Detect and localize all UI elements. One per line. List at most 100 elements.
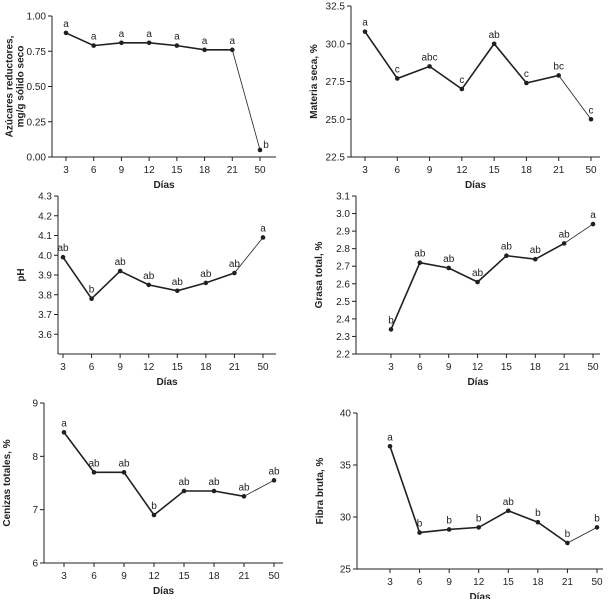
x-tick-label: 6 (91, 571, 97, 582)
y-axis-title: Fibra bruta, % (315, 458, 326, 525)
x-tick-label: 18 (208, 571, 220, 582)
x-tick-label: 18 (532, 577, 544, 588)
data-point (491, 41, 497, 47)
data-point (229, 47, 235, 53)
data-point (260, 235, 266, 240)
significance-letter: ab (88, 458, 100, 469)
data-point (446, 527, 452, 532)
significance-letter: ab (178, 477, 190, 488)
y-tick-label: 25 (340, 565, 352, 576)
y-axis-title: Azúcares reductores, (5, 35, 16, 137)
data-point (146, 40, 152, 46)
data-point (394, 76, 400, 81)
x-tick-label: 6 (91, 165, 97, 176)
x-axis-title: Días (153, 586, 175, 597)
data-point (524, 80, 529, 86)
significance-letter: b (89, 285, 95, 296)
significance-letter: b (535, 508, 541, 519)
data-point (117, 268, 123, 274)
data-point (63, 30, 69, 36)
y-tick-label: 0.00 (27, 153, 47, 164)
data-point (91, 470, 97, 475)
x-tick-label: 21 (553, 165, 565, 176)
y-tick-label: 3.9 (38, 271, 52, 282)
significance-letter: ab (501, 242, 513, 253)
significance-letter: c (395, 64, 400, 75)
significance-letter: ab (530, 245, 542, 256)
significance-letter: ab (57, 243, 69, 254)
data-point (61, 430, 67, 435)
significance-letter: abc (422, 52, 438, 63)
data-point (417, 260, 423, 266)
significance-letter: ab (268, 466, 280, 477)
y-tick-label: 30.0 (326, 39, 346, 50)
y-tick-label: 3.7 (38, 310, 52, 321)
data-point (459, 86, 465, 92)
data-point (271, 478, 277, 483)
y-tick-label: 22.5 (326, 153, 346, 164)
data-point (174, 288, 180, 294)
x-tick-label: 15 (178, 571, 190, 582)
y-tick-label: 2.2 (336, 350, 350, 361)
x-tick-label: 3 (362, 165, 368, 176)
data-point (146, 282, 152, 288)
x-tick-label: 15 (501, 362, 513, 373)
x-tick-label: 6 (395, 165, 401, 176)
series-line-extension (563, 223, 594, 244)
data-point (257, 147, 263, 153)
data-point (387, 443, 393, 449)
panel-5: 6 7 8 9 3 6 9 12 15 18 21 50 Días Cenizas totales, % a… (2, 399, 283, 597)
x-axis-title: Días (469, 592, 491, 599)
data-point (532, 256, 538, 262)
data-point (427, 64, 432, 69)
x-tick-label: 6 (417, 362, 423, 373)
significance-letter: b (417, 519, 423, 530)
y-tick-label: 2.7 (336, 262, 350, 273)
y-tick-label: 2.5 (336, 297, 350, 308)
x-tick-label: 12 (144, 165, 156, 176)
significance-letter: b (446, 515, 452, 526)
y-tick-label: 25.0 (326, 115, 346, 126)
panel-4: 2.2 2.3 2.4 2.5 2.6 2.7 2.8 2.9 3.0 3.1 3 6 9 12 15 18 2… (314, 192, 600, 388)
x-tick-label: 9 (446, 577, 452, 588)
y-tick-label: 7 (32, 505, 38, 516)
x-tick-label: 18 (200, 362, 212, 373)
y-tick-label: 3.1 (336, 192, 350, 203)
data-point (232, 270, 237, 276)
y-tick-label: 9 (32, 399, 38, 410)
x-axis-title: Días (153, 180, 175, 191)
data-point (151, 512, 157, 518)
data-point (446, 265, 452, 271)
data-point (556, 73, 562, 78)
significance-letter: a (230, 36, 236, 47)
significance-letter: c (459, 75, 464, 86)
significance-letter: a (387, 432, 393, 443)
data-point (417, 530, 422, 535)
significance-letter: b (388, 315, 394, 326)
x-tick-label: 9 (427, 165, 433, 176)
significance-letter: b (476, 513, 482, 524)
y-tick-label: 35 (340, 461, 352, 472)
x-tick-label: 12 (456, 165, 468, 176)
y-tick-label: 27.5 (326, 77, 346, 88)
y-axis-title: mg/g sólido seco (16, 46, 27, 128)
data-point (91, 43, 97, 48)
x-tick-label: 15 (171, 165, 183, 176)
data-point (504, 253, 509, 258)
data-point (590, 221, 596, 227)
x-tick-label: 50 (268, 571, 280, 582)
y-axis-title: pH (16, 268, 27, 281)
x-tick-label: 50 (587, 362, 599, 373)
y-tick-label: 8 (32, 452, 38, 463)
y-tick-label: 4.0 (38, 251, 52, 262)
x-tick-label: 21 (562, 577, 574, 588)
x-tick-label: 12 (143, 362, 155, 373)
x-axis-title: Días (156, 377, 178, 388)
significance-letter: c (524, 69, 529, 80)
x-tick-label: 50 (585, 165, 597, 176)
y-tick-label: 32.5 (326, 2, 346, 13)
y-axis-title: Grasa total, % (314, 242, 325, 309)
y-tick-label: 4.1 (38, 231, 52, 242)
